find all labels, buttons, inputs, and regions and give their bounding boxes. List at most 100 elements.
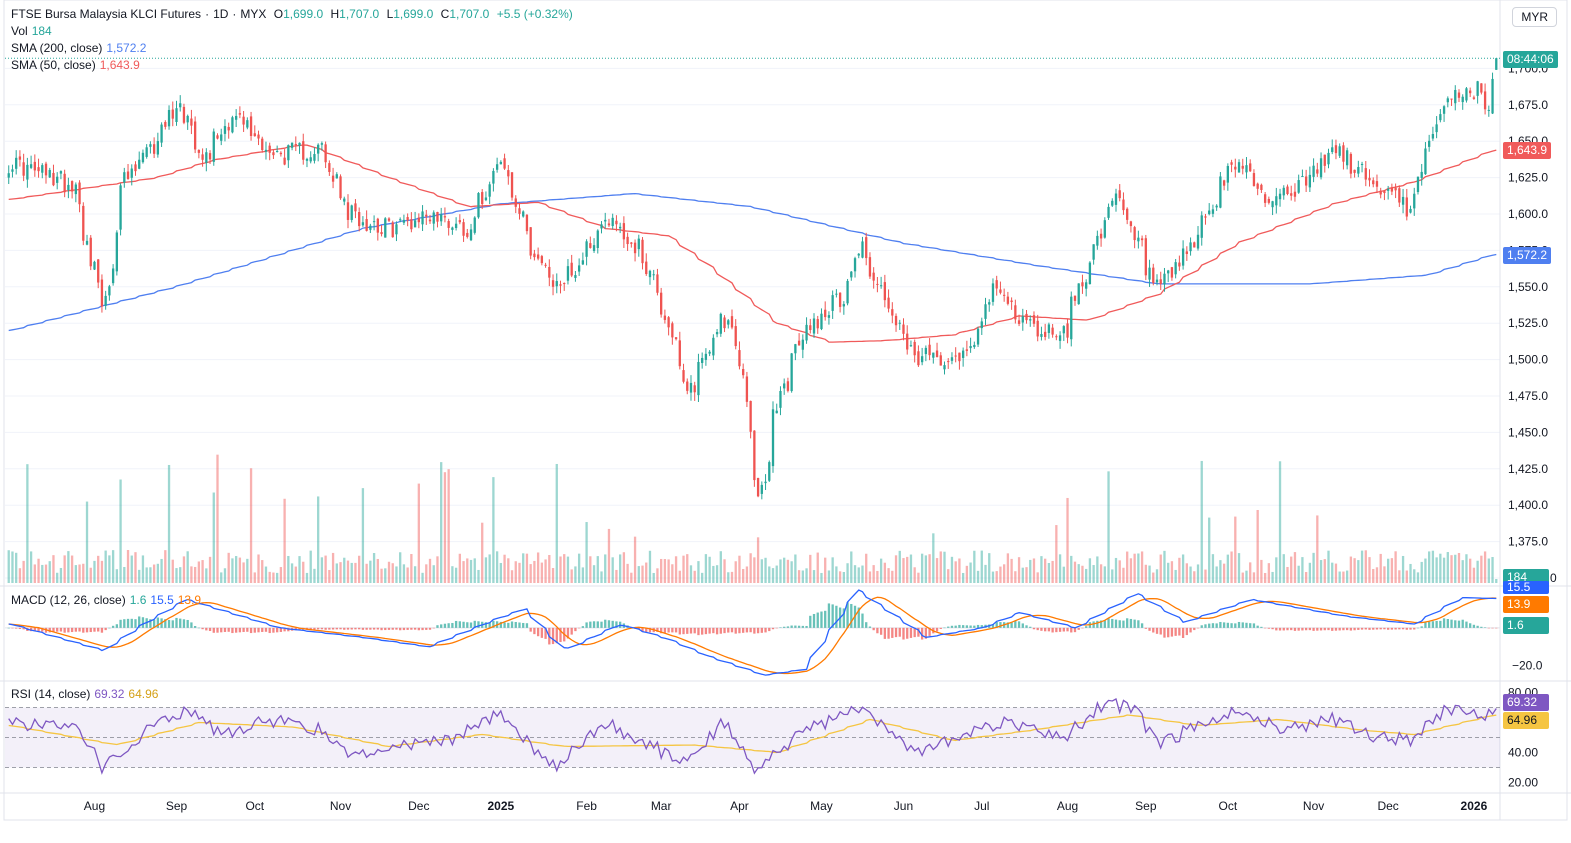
candle-body: [1174, 262, 1177, 275]
macd-hist-bar: [909, 627, 913, 638]
volume-bar: [589, 556, 592, 583]
volume-bar: [119, 479, 122, 583]
volume-bar: [126, 550, 130, 583]
candle: [216, 133, 219, 140]
price-tick: 1,475.0: [1508, 389, 1548, 403]
volume-bar: [257, 554, 260, 583]
candle-body: [961, 350, 965, 358]
volume-bar: [865, 553, 868, 583]
volume-bar: [242, 562, 245, 583]
macd-hist-bar: [820, 611, 823, 628]
candle-body: [596, 230, 599, 249]
macd-hist-bar: [1405, 627, 1408, 630]
candle-body: [1070, 296, 1073, 340]
candle-body: [1055, 336, 1058, 338]
macd-hist-bar: [48, 627, 51, 633]
candle: [70, 180, 74, 199]
rsi-ma-path: [8, 714, 1497, 754]
volume-bar: [868, 571, 872, 583]
candle-body: [954, 355, 957, 357]
interval-label[interactable]: 1D: [213, 7, 229, 21]
candle: [1491, 72, 1494, 115]
macd-hist-bar: [1263, 627, 1267, 629]
candle: [1077, 283, 1080, 305]
sma200-legend[interactable]: SMA (200, close) 1,572.2: [11, 40, 150, 57]
volume-bar: [145, 567, 148, 583]
volume-bar: [1368, 557, 1371, 583]
volume-bar: [1230, 551, 1233, 583]
rsi-legend[interactable]: RSI (14, close) 69.32 64.96: [11, 686, 162, 703]
macd-hist-bar: [417, 627, 420, 631]
price-axis[interactable]: 1,700.01,675.01,650.01,625.01,600.01,575…: [1508, 61, 1557, 789]
volume-bar: [928, 554, 931, 583]
candle: [425, 209, 428, 225]
time-axis[interactable]: Aug Sep Oct Nov Dec 2025 Feb Mar Apr May Jun Jul Aug…: [84, 799, 1488, 813]
candle: [1446, 96, 1449, 108]
candle: [1342, 142, 1345, 170]
macd-legend[interactable]: MACD (12, 26, close) 1.6 15.5 13.9: [11, 592, 205, 609]
volume-bar: [1167, 562, 1170, 583]
volume-legend[interactable]: Vol 184: [11, 23, 56, 40]
macd-hist-bar: [756, 627, 760, 634]
macd-hist-bar: [1155, 627, 1159, 634]
macd-hist-bar: [372, 627, 376, 630]
candle: [1234, 158, 1237, 178]
candle: [1129, 220, 1133, 233]
volume-bar: [1144, 564, 1147, 583]
macd-hist-bar: [119, 619, 122, 628]
macd-hist-bar: [477, 621, 480, 628]
candle: [842, 301, 845, 315]
volume-bar: [555, 463, 558, 583]
candle: [701, 352, 704, 369]
macd-hist-bar: [473, 620, 476, 628]
volume-bar: [82, 563, 85, 583]
candle: [11, 164, 14, 178]
macd-hist-bar: [708, 627, 711, 634]
candle-body: [682, 370, 685, 382]
candle-body: [835, 293, 838, 295]
macd-hist-bar: [1222, 622, 1226, 628]
volume-bar: [827, 570, 831, 583]
volume-bar: [52, 555, 55, 583]
candle-body: [1394, 187, 1397, 191]
volume-bar: [734, 561, 737, 583]
sma50-legend[interactable]: SMA (50, close) 1,643.9: [11, 57, 144, 74]
volume-bar: [1114, 557, 1118, 583]
volume-bar: [1469, 558, 1472, 583]
volume-bar: [26, 464, 29, 583]
volume-bar: [797, 570, 801, 583]
candle: [738, 341, 741, 370]
macd-hist-bar: [950, 625, 954, 628]
candle-body: [1114, 193, 1118, 205]
volume-bar: [231, 558, 234, 583]
volume-bar: [600, 571, 603, 583]
macd-hist-bar: [1006, 622, 1010, 628]
candle-body: [197, 149, 201, 153]
candle-body: [399, 219, 402, 221]
macd-hist-bar: [1331, 627, 1334, 631]
symbol-title[interactable]: FTSE Bursa Malaysia KLCI Futures: [11, 7, 202, 21]
candle-body: [1129, 221, 1133, 227]
volume-bar: [1304, 572, 1308, 583]
candle-body: [1144, 238, 1147, 276]
macd-hist-bar: [1424, 622, 1427, 628]
candle-body: [1457, 92, 1461, 98]
volume-bar: [1245, 570, 1248, 583]
currency-button[interactable]: MYR: [1512, 7, 1557, 27]
volume-bar: [1208, 517, 1211, 583]
volume-bar: [11, 551, 14, 583]
volume-bar: [984, 564, 987, 583]
candle-body: [641, 239, 644, 264]
legend-sep: ·: [232, 7, 237, 21]
candle-body: [1032, 315, 1036, 324]
price-tick: 1,550.0: [1508, 280, 1548, 294]
candle: [589, 236, 592, 249]
candle: [768, 460, 771, 482]
candle: [1103, 217, 1106, 239]
volume-bar: [1271, 571, 1274, 583]
macd-hist-bar: [171, 620, 174, 628]
candle: [622, 216, 626, 248]
time-tick: May: [810, 799, 833, 813]
candle: [1345, 147, 1349, 170]
